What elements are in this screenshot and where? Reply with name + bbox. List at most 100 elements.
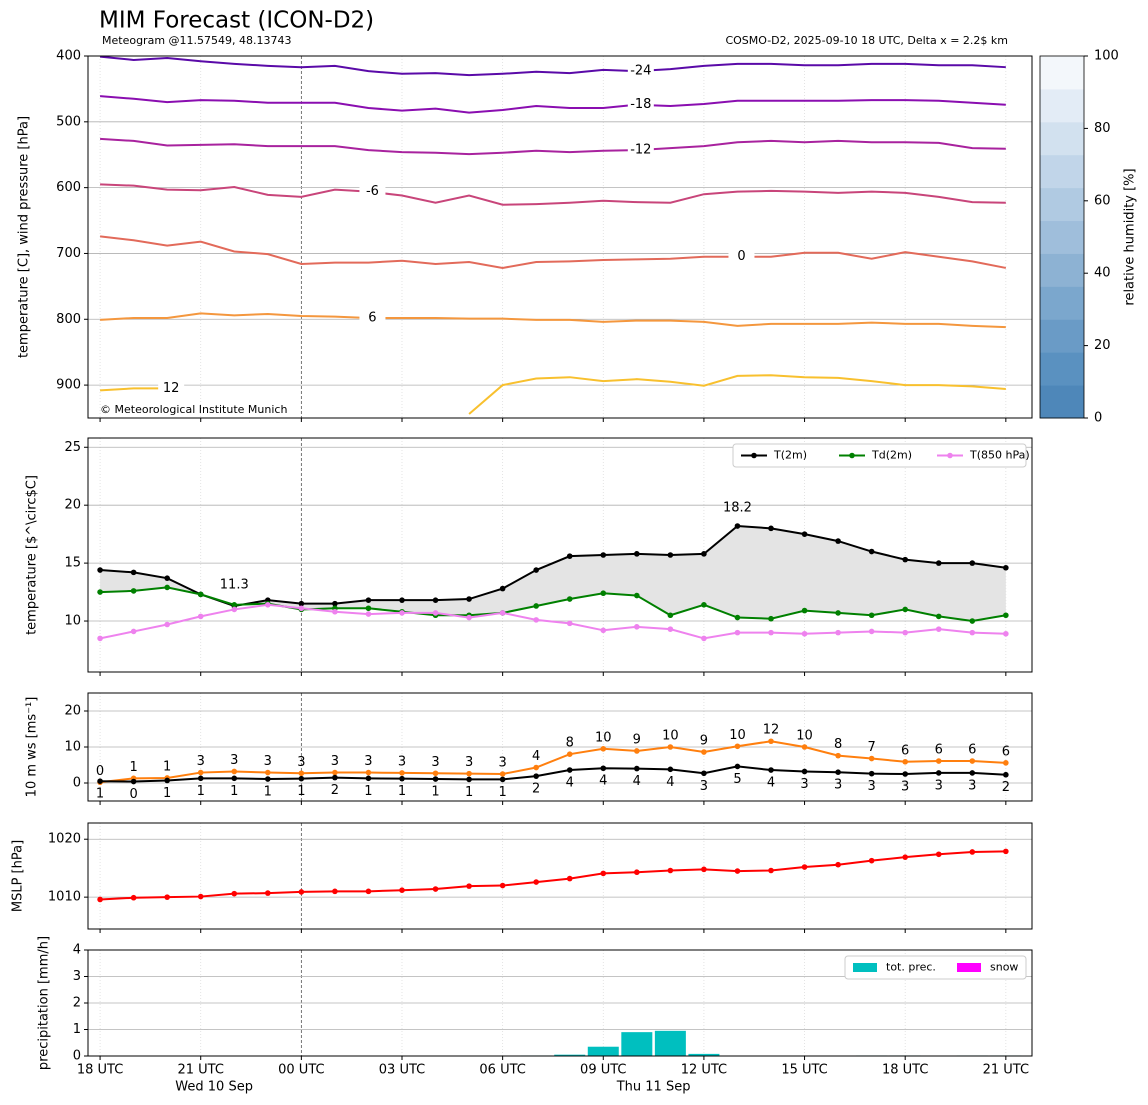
- value-label: 7: [868, 740, 876, 755]
- contour-label: -12: [630, 143, 651, 158]
- legend-swatch: [853, 963, 877, 972]
- legend-marker: [947, 452, 953, 459]
- value-label: 1: [465, 785, 473, 800]
- point: [466, 770, 472, 777]
- point: [130, 628, 137, 635]
- point: [801, 630, 808, 637]
- point: [701, 770, 707, 777]
- value-label: 3: [264, 754, 272, 769]
- point: [868, 628, 875, 635]
- colorbar-band: [1040, 319, 1084, 353]
- colorbar-frame: [1039, 55, 1085, 419]
- point: [432, 886, 439, 892]
- point: [768, 615, 774, 622]
- value-label: 0: [129, 787, 137, 802]
- series-line: [99, 603, 1006, 640]
- point: [399, 610, 405, 616]
- colorbar-tick-label: 100: [1094, 49, 1119, 64]
- y-tick-label: 700: [56, 246, 81, 261]
- x-tick-label: 21 UTC: [983, 1063, 1029, 1078]
- point: [768, 767, 774, 773]
- value-label: 3: [901, 780, 909, 795]
- point: [97, 778, 103, 784]
- point: [969, 629, 976, 636]
- point: [499, 882, 506, 889]
- legend-marker: [849, 452, 855, 459]
- point: [466, 883, 472, 889]
- value-label: 1: [431, 785, 439, 800]
- point: [935, 613, 942, 620]
- point: [365, 769, 372, 776]
- value-label: 2: [532, 782, 540, 797]
- series-line: [100, 586, 1007, 623]
- x-tick-label: 06 UTC: [479, 1063, 525, 1078]
- point: [902, 556, 908, 563]
- contour-line: [99, 235, 1007, 269]
- contour-label: 6: [368, 310, 376, 325]
- point: [231, 768, 238, 775]
- point: [399, 770, 405, 776]
- y-tick-label: 800: [56, 312, 81, 327]
- point: [701, 749, 707, 755]
- y-tick-label: 10: [64, 614, 81, 629]
- value-label: 10: [729, 728, 746, 743]
- series-line: [99, 740, 1006, 784]
- value-label: 2: [331, 783, 339, 798]
- y-tick-label: 20: [64, 498, 81, 513]
- value-label: 4: [633, 774, 641, 789]
- point: [566, 767, 573, 773]
- point: [432, 776, 439, 782]
- colorbar-band: [1040, 187, 1084, 222]
- point: [667, 744, 674, 750]
- point: [768, 867, 774, 874]
- legend-label: snow: [990, 961, 1018, 974]
- contour-line: [100, 137, 1006, 156]
- point: [935, 758, 942, 764]
- value-label: 3: [800, 777, 808, 792]
- point: [701, 602, 707, 608]
- point: [1003, 848, 1009, 855]
- colorbar-band: [1040, 88, 1084, 123]
- value-label: 3: [968, 778, 976, 793]
- point: [533, 567, 539, 573]
- point: [298, 600, 305, 607]
- contour-line: [100, 387, 168, 392]
- point: [835, 629, 841, 636]
- point: [600, 627, 607, 634]
- point: [969, 560, 976, 566]
- contour-line: [100, 183, 1006, 206]
- point: [600, 765, 607, 772]
- point: [768, 629, 774, 636]
- panel-frame: [87, 437, 1033, 673]
- contour-label: -24: [630, 64, 651, 79]
- point: [97, 589, 103, 595]
- legend-label: T(2m): [773, 449, 807, 462]
- point: [969, 758, 976, 764]
- point: [566, 875, 573, 882]
- point: [466, 596, 472, 602]
- colorbar-band: [1040, 286, 1084, 320]
- point: [868, 612, 875, 619]
- point: [399, 887, 405, 893]
- point: [634, 765, 640, 772]
- value-label: 12: [763, 723, 780, 738]
- point: [734, 523, 741, 529]
- y-tick-label: 0: [73, 776, 81, 791]
- colorbar-tick-label: 60: [1094, 193, 1111, 208]
- point: [1003, 612, 1009, 619]
- point: [734, 868, 741, 874]
- point: [231, 890, 238, 897]
- value-label: 1: [163, 786, 171, 801]
- point: [197, 591, 204, 598]
- point: [332, 600, 338, 607]
- point: [499, 585, 506, 592]
- y-axis-label: 10 m ws [ms⁻¹]: [25, 697, 40, 798]
- value-label: 9: [700, 734, 708, 749]
- value-label: 10: [796, 729, 813, 744]
- x-tick-label: 12 UTC: [681, 1063, 727, 1078]
- y-tick-label: 3: [73, 969, 81, 984]
- subtitle-right: COSMO-D2, 2025-09-10 18 UTC, Delta x = 2…: [725, 34, 1008, 47]
- value-label: 3: [197, 754, 205, 769]
- value-label: 4: [767, 776, 775, 791]
- value-label: 1: [498, 785, 506, 800]
